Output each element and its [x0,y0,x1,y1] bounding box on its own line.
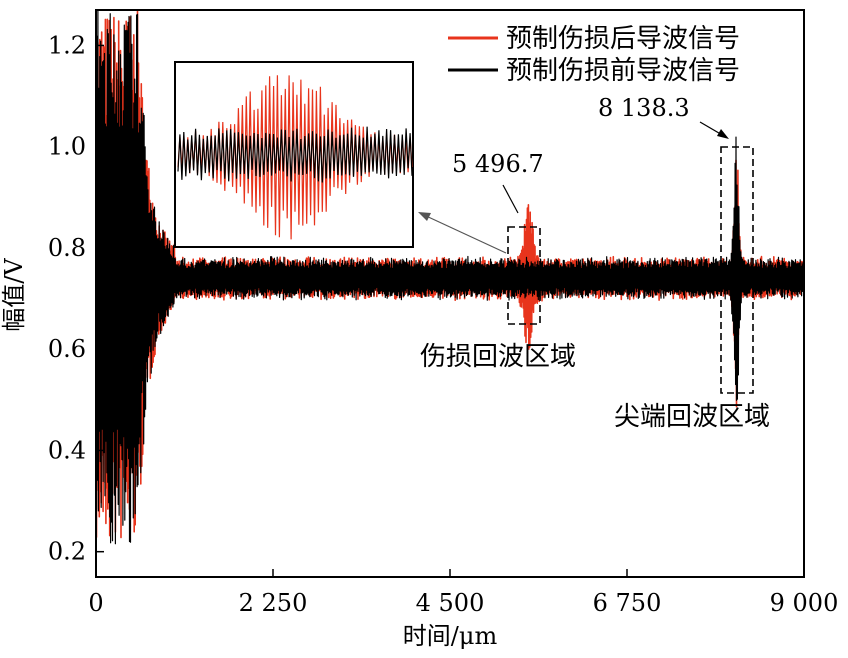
legend-label-after: 预制伤损后导波信号 [506,24,740,54]
y-tick-label: 1.2 [48,31,86,59]
x-tick-label: 0 [88,589,103,617]
y-tick-label: 0.8 [48,234,86,262]
signal-traces [95,9,805,545]
x-tick-label: 4 500 [416,589,485,617]
inset-pointer-arrowhead [418,212,431,221]
legend-label-before: 预制伤损前导波信号 [506,56,740,86]
tip-echo-value: 8 138.3 [598,94,690,122]
y-tick-label: 0.4 [48,436,86,464]
inset-traces [177,75,413,240]
tip-echo-arrowhead [717,129,729,139]
defect-echo-region-label: 伤损回波区域 [420,342,576,372]
x-tick-label: 9 000 [770,589,839,617]
inset-pointer-line [423,214,507,254]
tip-echo-region-box [720,146,754,394]
y-axis-label: 幅值/V [0,258,28,332]
y-tick-label: 0.2 [48,538,86,566]
zoom-inset [174,61,414,248]
defect-echo-leader [502,184,519,214]
y-tick-label: 0.6 [48,335,86,363]
x-axis-label: 时间/μm [403,622,498,650]
x-tick-label: 2 250 [239,589,308,617]
y-axis: 0.2 0.4 0.6 0.8 1.0 1.2 [48,31,104,566]
x-tick-label: 6 750 [593,589,662,617]
y-tick-label: 1.0 [48,133,86,161]
x-axis: 0 2 250 4 500 6 750 9 000 [88,569,838,617]
defect-echo-region-box [507,226,541,325]
defect-echo-value: 5 496.7 [452,150,544,178]
legend: 预制伤损后导波信号 预制伤损前导波信号 [448,24,740,86]
inset-series-line [177,126,413,183]
tip-echo-region-label: 尖端回波区域 [614,402,770,432]
series-line [95,10,805,545]
